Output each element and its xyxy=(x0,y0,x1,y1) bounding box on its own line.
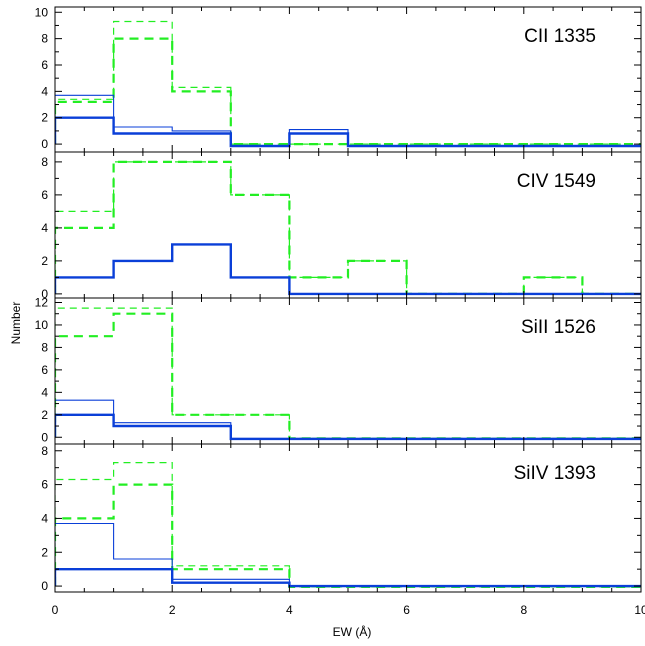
series-green-dashed-thick xyxy=(55,483,641,588)
y-tick-label: 6 xyxy=(41,478,48,492)
y-tick-label: 0 xyxy=(41,287,48,301)
y-tick-label: 4 xyxy=(41,511,48,525)
x-tick-label: 4 xyxy=(286,603,293,617)
series-green-dashed-thin xyxy=(55,307,641,439)
y-tick-label: 10 xyxy=(35,5,49,19)
panel-1: 0 2 4 6 8 10 CII 1335 xyxy=(35,5,642,153)
series-blue-solid-thick xyxy=(55,568,641,588)
panel-title: SiIV 1393 xyxy=(514,463,596,484)
series-green-dashed-thick xyxy=(55,37,641,146)
y-tick-label: 4 xyxy=(41,385,48,399)
y-tick-label: 2 xyxy=(41,408,48,422)
y-tick-label: 6 xyxy=(41,188,48,202)
x-tick-label: 8 xyxy=(520,603,527,617)
y-tick-label: 6 xyxy=(41,58,48,72)
y-tick-label: 4 xyxy=(41,221,48,235)
series-blue-solid-thin xyxy=(55,399,641,439)
series-group xyxy=(55,462,641,588)
series-blue-solid-thick xyxy=(55,243,641,296)
panel-2: 0 2 4 6 8 CIV 1549 xyxy=(41,151,642,301)
x-tick-label: 2 xyxy=(169,603,176,617)
y-tick-label: 8 xyxy=(41,444,48,458)
series-green-dashed-thin xyxy=(55,161,641,295)
y-tick-label: 2 xyxy=(41,254,48,268)
y-tick-label: 0 xyxy=(41,430,48,444)
panel-title: CIV 1549 xyxy=(517,171,596,192)
y-tick-label: 2 xyxy=(41,111,48,125)
panel-3: 0 2 4 6 8 10 12 SiII 1526 xyxy=(35,295,642,445)
series-blue-solid-thick xyxy=(55,413,641,441)
y-tick-label: 0 xyxy=(41,579,48,593)
y-tick-label: 12 xyxy=(35,295,49,309)
y-tick-label: 8 xyxy=(41,340,48,354)
panels-group: 0 2 4 6 8 10 CII 1335 0 2 4 6 8 CIV 1549 0 2 4 6 8 10 12 SiI… xyxy=(35,5,645,617)
panel-title: SiII 1526 xyxy=(521,317,596,338)
series-group xyxy=(55,307,641,441)
y-axis-title: Number xyxy=(9,302,23,345)
y-tick-label: 2 xyxy=(41,545,48,559)
series-group xyxy=(55,160,641,296)
y-tick-label: 0 xyxy=(41,137,48,151)
y-tick-label: 8 xyxy=(41,155,48,169)
y-tick-label: 10 xyxy=(35,318,49,332)
x-tick-label: 0 xyxy=(52,603,59,617)
y-tick-label: 8 xyxy=(41,32,48,46)
x-axis-title: EW (Å) xyxy=(333,624,372,639)
x-tick-label: 10 xyxy=(634,603,645,617)
series-blue-solid-thin xyxy=(55,522,641,587)
panel-4: 0 2 4 6 8 SiIV 1393 0 2 4 6 8 10 xyxy=(41,443,645,617)
panel-title: CII 1335 xyxy=(524,26,596,47)
x-tick-label: 6 xyxy=(403,603,410,617)
y-tick-label: 6 xyxy=(41,363,48,377)
series-blue-solid-thin xyxy=(55,94,641,146)
y-tick-label: 4 xyxy=(41,84,48,98)
